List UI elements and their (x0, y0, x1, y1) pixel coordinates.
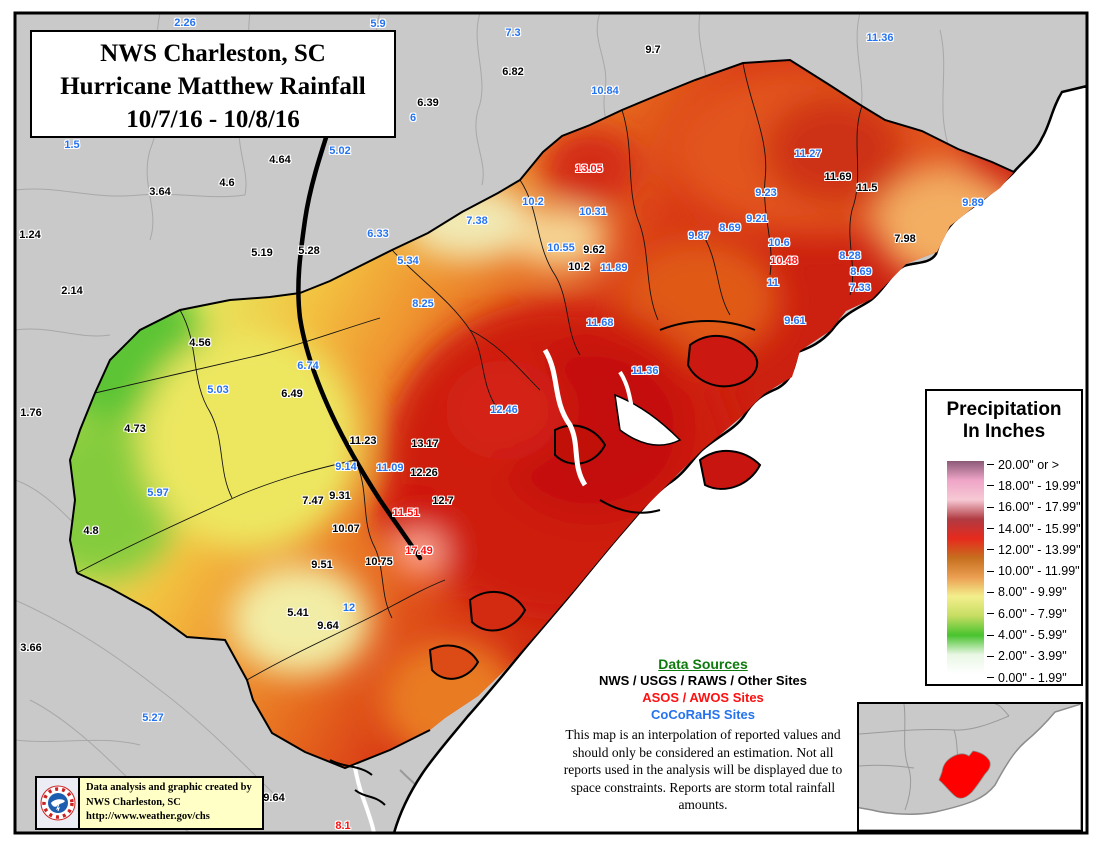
legend-entry: 4.00" - 5.99" (987, 624, 1083, 645)
legend-entry: 6.00" - 7.99" (987, 603, 1083, 624)
disclaimer-text: This map is an interpolation of reported… (563, 727, 843, 812)
inset-state-lines (859, 704, 1010, 811)
legend-tick (987, 464, 994, 466)
inset-map-graphic (859, 704, 1081, 830)
nws-logo-icon (40, 785, 75, 821)
legend-tick (987, 591, 994, 593)
legend-tick (987, 570, 994, 572)
nws-logo (37, 778, 80, 828)
legend-entry: 12.00" - 13.99" (987, 539, 1083, 560)
cocorahs-sites-label: CoCoRaHS Sites (650, 707, 756, 722)
legend-entry: 0.00" - 1.99" (987, 667, 1083, 688)
credit-line-3: http://www.weather.gov/chs (86, 811, 210, 822)
coastal-islands (329, 320, 762, 806)
legend-entries: 20.00" or >18.00" - 19.99" 16.00" - 17.99… (987, 454, 1083, 688)
legend-entry: 10.00" - 11.99" (987, 560, 1083, 581)
credit-line-1: Data analysis and graphic created by (86, 782, 252, 793)
data-sources-block: Data Sources NWS / USGS / RAWS / Other S… (553, 656, 853, 814)
legend-entry: 8.00" - 9.99" (987, 582, 1083, 603)
legend-entry: 14.00" - 15.99" (987, 518, 1083, 539)
inset-ocean (859, 704, 1081, 830)
data-sources-heading: Data Sources (658, 656, 748, 672)
credit-line-2: NWS Charleston, SC (86, 796, 181, 808)
legend-title-line-1: Precipitation (946, 399, 1062, 420)
map-frame (13, 11, 1089, 835)
inset-locator-map (857, 702, 1083, 832)
title-box: NWS Charleston, SC Hurricane Matthew Rai… (30, 30, 396, 138)
legend-entry: 16.00" - 17.99" (987, 497, 1083, 518)
legend-tick (987, 485, 994, 487)
legend-tick (987, 528, 994, 530)
legend-entry: 18.00" - 19.99" (987, 475, 1083, 496)
legend-tick (987, 506, 994, 508)
asos-sites-label: ASOS / AWOS Sites (642, 690, 764, 705)
legend-entry: 20.00" or > (987, 454, 1083, 475)
legend-tick (987, 549, 994, 551)
inset-cwa-highlight (938, 750, 991, 799)
legend-tick (987, 655, 994, 657)
legend-tick (987, 613, 994, 615)
legend-entry: 2.00" - 3.99" (987, 646, 1083, 667)
legend-tick (987, 677, 994, 679)
legend-title-line-2: In Inches (962, 421, 1046, 442)
precipitation-legend: Precipitation In Inches 20.00" or >18.00… (925, 389, 1083, 686)
nws-sites-label: NWS / USGS / RAWS / Other Sites (598, 673, 808, 688)
title-line-1: NWS Charleston, SC (100, 40, 326, 67)
title-line-2: Hurricane Matthew Rainfall (60, 73, 366, 100)
title-line-3: 10/7/16 - 10/8/16 (126, 106, 300, 133)
credit-box: Data analysis and graphic created by NWS… (35, 776, 264, 830)
legend-color-ramp (947, 461, 984, 674)
legend-tick (987, 634, 994, 636)
cwa-boundary (68, 58, 1015, 770)
county-lines-cwa (76, 62, 863, 681)
river (296, 113, 423, 561)
